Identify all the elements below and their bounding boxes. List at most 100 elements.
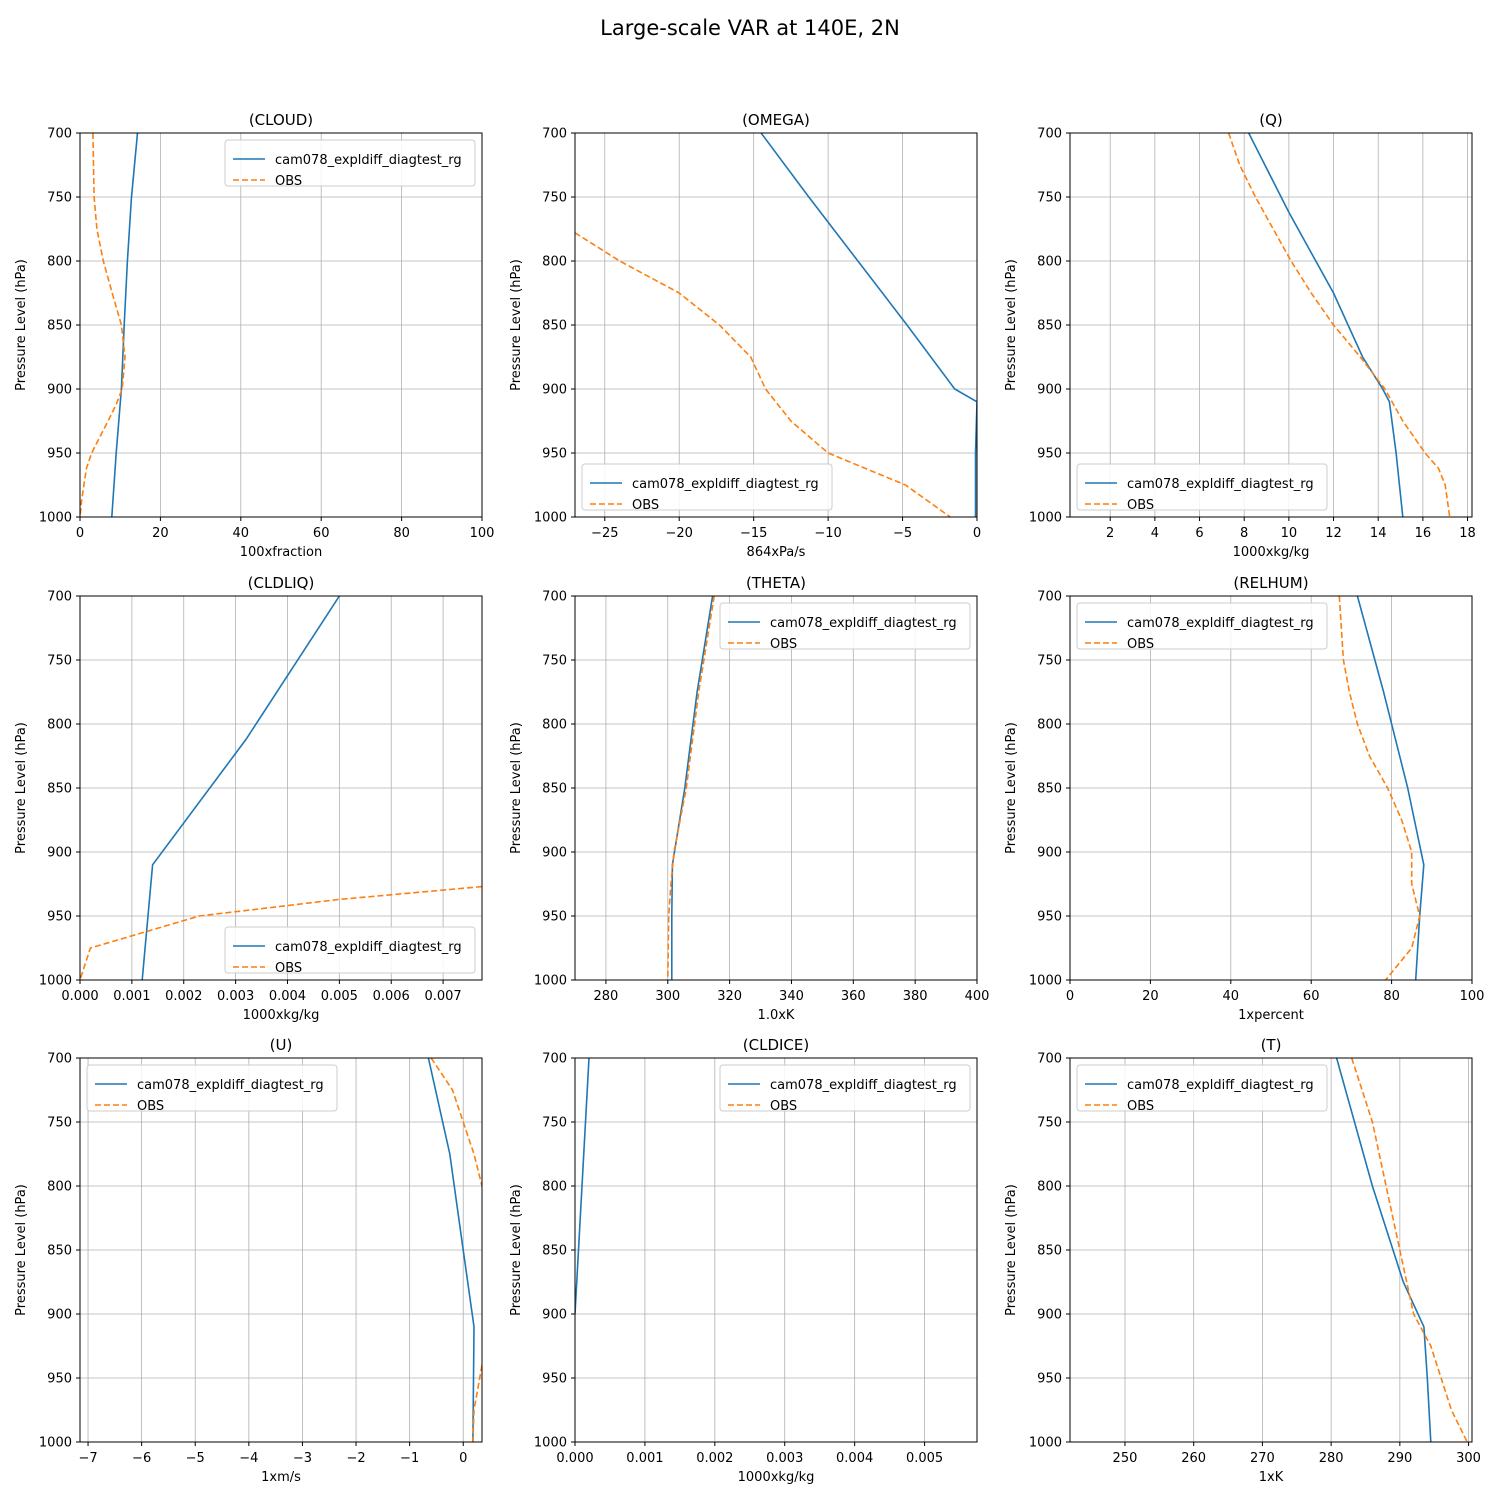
x-tick-label: 0.004	[836, 1451, 873, 1466]
y-tick-label: 700	[47, 127, 72, 142]
y-tick-label: 900	[542, 1308, 567, 1323]
y-axis-label: Pressure Level (hPa)	[509, 722, 524, 854]
y-tick-label: 700	[1037, 127, 1062, 142]
x-tick-label: 380	[903, 989, 928, 1004]
x-tick-label: −7	[78, 1451, 97, 1466]
subplot-title: (CLOUD)	[249, 111, 313, 129]
legend: cam078_expldiff_diagtest_rg OBS	[87, 1065, 337, 1114]
legend-label: cam078_expldiff_diagtest_rg	[770, 616, 957, 631]
y-tick-label: 750	[542, 191, 567, 206]
legend-label: OBS	[632, 498, 659, 513]
y-tick-label: 950	[1037, 1372, 1062, 1387]
y-tick-label: 900	[1037, 383, 1062, 398]
y-axis-label: Pressure Level (hPa)	[509, 259, 524, 391]
x-tick-label: −5	[186, 1451, 205, 1466]
y-axis-label: Pressure Level (hPa)	[509, 1184, 524, 1316]
subplot-u: −7 −6 −5 −4 −3 −2 −1 0 700 750 800 850 900 950 1000 (U)…	[14, 1036, 482, 1485]
x-tick-label: 4	[1151, 526, 1159, 541]
x-tick-label: −4	[239, 1451, 258, 1466]
x-tick-label: 0.002	[165, 989, 202, 1004]
x-tick-label: 0.005	[321, 989, 358, 1004]
x-tick-label: −3	[293, 1451, 312, 1466]
x-tick-label: 10	[1281, 526, 1298, 541]
legend: cam078_expldiff_diagtest_rg OBS	[1077, 464, 1327, 513]
x-tick-label: 0.006	[373, 989, 410, 1004]
y-tick-label: 750	[542, 654, 567, 669]
x-tick-label: 250	[1113, 1451, 1138, 1466]
x-tick-label: 60	[313, 526, 330, 541]
x-tick-label: 0	[1066, 989, 1074, 1004]
subplot-title: (U)	[270, 1036, 293, 1054]
y-tick-label: 900	[1037, 1308, 1062, 1323]
x-tick-label: 0	[76, 526, 84, 541]
subplot-t: 250 260 270 280 290 300 700 750 800 850 900 950 1000…	[1004, 1036, 1481, 1485]
y-axis-label: Pressure Level (hPa)	[14, 1184, 29, 1316]
x-tick-label: 290	[1387, 1451, 1412, 1466]
x-tick-label: 12	[1325, 526, 1342, 541]
subplot-title: (T)	[1261, 1036, 1282, 1054]
y-tick-label: 950	[47, 1372, 72, 1387]
y-tick-label: 900	[47, 846, 72, 861]
x-tick-label: 100	[1460, 989, 1485, 1004]
y-tick-label: 750	[47, 654, 72, 669]
y-tick-label: 700	[47, 590, 72, 605]
x-tick-label: −10	[814, 526, 841, 541]
legend-label: cam078_expldiff_diagtest_rg	[137, 1078, 324, 1093]
y-tick-label: 750	[1037, 654, 1062, 669]
y-tick-label: 800	[542, 1180, 567, 1195]
y-tick-label: 750	[1037, 191, 1062, 206]
legend-label: OBS	[770, 637, 797, 652]
legend-label: cam078_expldiff_diagtest_rg	[275, 940, 462, 955]
x-tick-label: 0.000	[61, 989, 98, 1004]
y-tick-label: 1000	[1029, 511, 1062, 526]
y-tick-label: 800	[47, 255, 72, 270]
subplot-cldice: 0.000 0.001 0.002 0.003 0.004 0.005 700 750 800 8…	[509, 1036, 977, 1485]
x-tick-label: 0.004	[269, 989, 306, 1004]
x-tick-label: −15	[740, 526, 767, 541]
y-tick-label: 900	[47, 1308, 72, 1323]
x-tick-label: −20	[666, 526, 693, 541]
x-axis-label: 1000xkg/kg	[243, 1008, 320, 1023]
legend: cam078_expldiff_diagtest_rg OBS	[720, 1065, 970, 1114]
subplot-omega: −25 −20 −15 −10 −5 07007508008509009501000(OM…	[509, 111, 981, 560]
x-tick-label: 0.003	[217, 989, 254, 1004]
y-tick-label: 900	[542, 846, 567, 861]
legend: cam078_expldiff_diagtest_rg OBS	[1077, 603, 1327, 652]
y-tick-label: 850	[47, 782, 72, 797]
subplot-q: 2 4 6 8 10 12 14 16 187007508008509009501000(Q)1…	[1004, 111, 1476, 560]
x-tick-label: 270	[1250, 1451, 1275, 1466]
x-tick-label: 280	[1319, 1451, 1344, 1466]
y-tick-label: 850	[47, 319, 72, 334]
y-tick-label: 800	[47, 718, 72, 733]
y-tick-label: 950	[47, 447, 72, 462]
x-tick-label: 60	[1303, 989, 1320, 1004]
legend: cam078_expldiff_diagtest_rg OBS	[1077, 1065, 1327, 1114]
y-tick-label: 900	[47, 383, 72, 398]
y-axis-label: Pressure Level (hPa)	[1004, 1184, 1019, 1316]
y-axis-label: Pressure Level (hPa)	[1004, 722, 1019, 854]
x-tick-label: 0.000	[556, 1451, 593, 1466]
x-tick-label: 6	[1195, 526, 1203, 541]
legend: cam078_expldiff_diagtest_rg OBS	[225, 140, 475, 189]
legend-label: OBS	[137, 1099, 164, 1114]
subplot-title: (THETA)	[746, 574, 806, 592]
subplot-title: (CLDLIQ)	[248, 574, 315, 592]
x-tick-label: 80	[393, 526, 410, 541]
x-tick-label: 18	[1459, 526, 1476, 541]
x-tick-label: 40	[233, 526, 250, 541]
y-axis-label: Pressure Level (hPa)	[14, 722, 29, 854]
y-tick-label: 1000	[39, 974, 72, 989]
legend-label: OBS	[770, 1099, 797, 1114]
y-tick-label: 1000	[39, 511, 72, 526]
y-tick-label: 900	[1037, 846, 1062, 861]
y-tick-label: 1000	[534, 1436, 567, 1451]
x-tick-label: 360	[841, 989, 866, 1004]
y-tick-label: 850	[542, 782, 567, 797]
y-tick-label: 800	[542, 255, 567, 270]
x-tick-label: −5	[893, 526, 912, 541]
x-tick-label: 300	[1456, 1451, 1481, 1466]
x-tick-label: −6	[132, 1451, 151, 1466]
x-tick-label: 14	[1370, 526, 1387, 541]
x-tick-label: 0.002	[696, 1451, 733, 1466]
